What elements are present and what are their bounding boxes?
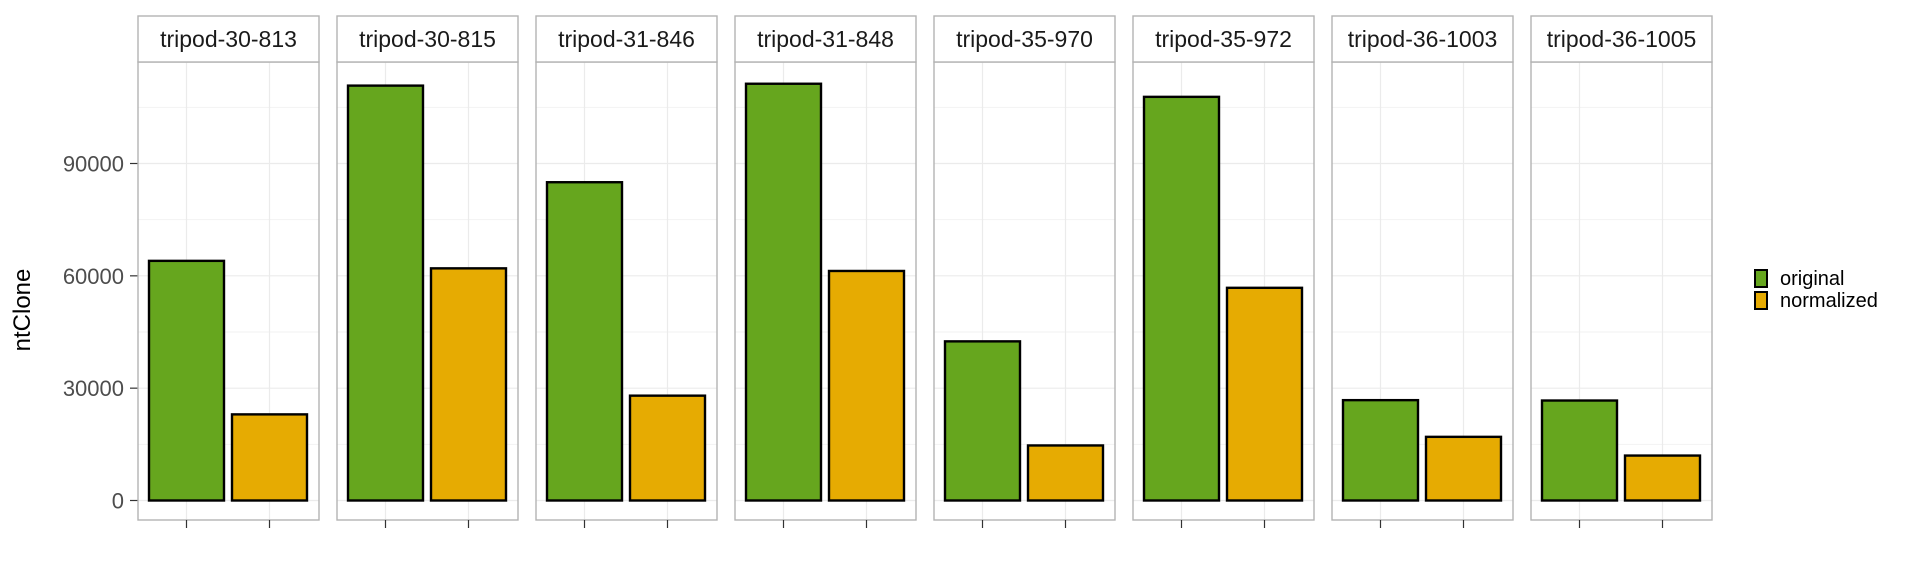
bar-original [1540,399,1619,502]
facet-panel: tripod-36-1005 [1530,15,1713,528]
bar-normalized [1623,454,1702,502]
bar-normalized [1424,435,1503,502]
facet-strip [933,15,1116,63]
facet-panel: tripod-31-848 [734,15,917,528]
facet-strip [734,15,917,63]
facet-strip [535,15,718,63]
bar-normalized [628,394,707,502]
y-axis: 0 30000 60000 90000 [63,152,138,514]
facet-strip [1132,15,1315,63]
facet-panel: tripod-36-1003 [1331,15,1514,528]
facet-strip-label: tripod-35-972 [1155,26,1292,52]
facet-panel: tripod-31-846 [535,15,718,528]
facet-strip-label: tripod-36-1003 [1348,26,1498,52]
facet-strip-label: tripod-31-848 [757,26,894,52]
bar-original [346,84,425,502]
bar-original [147,259,226,502]
facet-strip-label: tripod-35-970 [956,26,1093,52]
bar-normalized [827,269,906,502]
facet-panel: tripod-30-813 [137,15,320,528]
facet-panel: tripod-35-972 [1132,15,1315,528]
bar-original [744,82,823,502]
bar-normalized [1026,444,1105,502]
legend-label-normalized: normalized [1780,290,1878,312]
facet-strip-label: tripod-31-846 [558,26,695,52]
facet-strip [336,15,519,63]
y-axis-title: ntClone [9,269,36,352]
y-tick-label: 60000 [63,264,124,289]
facet-strip [1530,15,1713,63]
facet-strip-label: tripod-30-813 [160,26,297,52]
facet-panel: tripod-35-970 [933,15,1116,528]
legend-label-original: original [1780,268,1844,290]
facet-strip [1331,15,1514,63]
facet-panels: tripod-30-813 tripod-30-815 tripod-31-846 t… [137,15,1713,528]
bar-original [545,181,624,502]
bar-original [1341,398,1420,502]
facet-strip-label: tripod-30-815 [359,26,496,52]
legend-key-normalized [1754,291,1768,310]
facet-strip [137,15,320,63]
bar-normalized [429,267,508,502]
bar-original [1142,95,1221,502]
bar-normalized [1225,286,1304,502]
bar-normalized [230,413,309,502]
bar-original [943,340,1022,502]
y-tick-label: 90000 [63,152,124,177]
facet-strip-label: tripod-36-1005 [1547,26,1697,52]
y-tick-label: 0 [112,489,124,514]
facet-panel: tripod-30-815 [336,15,519,528]
y-tick-label: 30000 [63,376,124,401]
legend-key-original [1754,269,1768,288]
